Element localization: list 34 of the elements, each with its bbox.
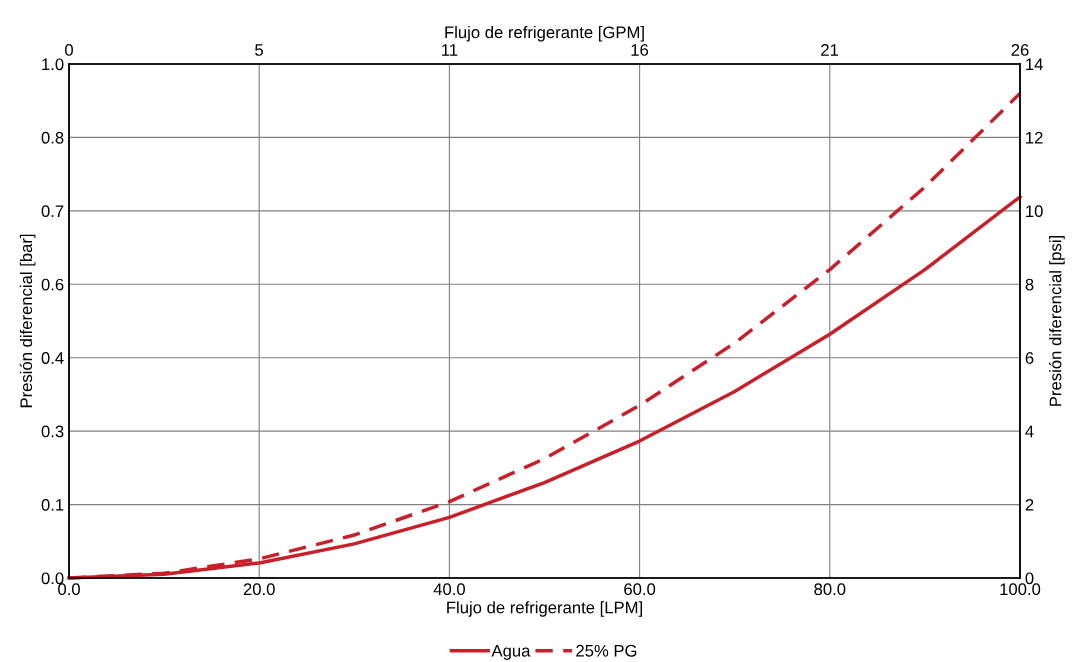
y-tick-label: 0.8: [41, 131, 64, 144]
y-tick-label: 0.6: [41, 278, 64, 291]
x-tick-label: 20.0: [243, 583, 275, 596]
y2-tick-label: 6: [1025, 352, 1034, 364]
x2-axis-title: Flujo de refrigerante [GPM]: [445, 25, 644, 42]
y-tick-label: 0.3: [41, 425, 64, 438]
x-axis-title: Flujo de refrigerante [LPM]: [447, 601, 642, 617]
x2-tick-label: 11: [442, 44, 458, 56]
x-tick-label: 80.0: [814, 583, 846, 596]
x2-tick-label: 26: [1011, 44, 1029, 56]
x-tick-label: 0.0: [58, 583, 80, 596]
y-tick-label: 0.0: [41, 572, 64, 585]
x2-tick-label: 5: [255, 44, 263, 56]
x-tick-label: 40.0: [433, 583, 465, 596]
x2-tick-label: 21: [821, 44, 839, 56]
y2-axis-title: Presión diferencial [psi]: [1048, 236, 1065, 406]
x-tick-label: 100.0: [1000, 583, 1041, 596]
y-tick-label: 1.0: [42, 58, 64, 71]
y2-tick-label: 10: [1026, 205, 1043, 218]
y-tick-label: 0.4: [41, 352, 64, 364]
y2-tick-label: 14: [1026, 58, 1043, 71]
y-tick-label: 0.7: [41, 205, 64, 218]
y2-tick-label: 8: [1025, 278, 1034, 291]
y2-tick-label: 2: [1025, 498, 1034, 511]
legend-label: 25% PG: [576, 644, 637, 657]
x2-tick-label: 0: [65, 44, 73, 56]
y-tick-label: 0.1: [41, 498, 64, 511]
y2-tick-label: 12: [1026, 131, 1043, 144]
legend-label: Agua: [491, 645, 531, 660]
x2-tick-label: 16: [631, 44, 649, 56]
y2-tick-label: 4: [1025, 425, 1034, 438]
y-axis-title: Presión diferencial [bar]: [19, 234, 36, 408]
y2-tick-label: 0: [1025, 572, 1034, 585]
x-tick-label: 60.0: [624, 583, 656, 596]
